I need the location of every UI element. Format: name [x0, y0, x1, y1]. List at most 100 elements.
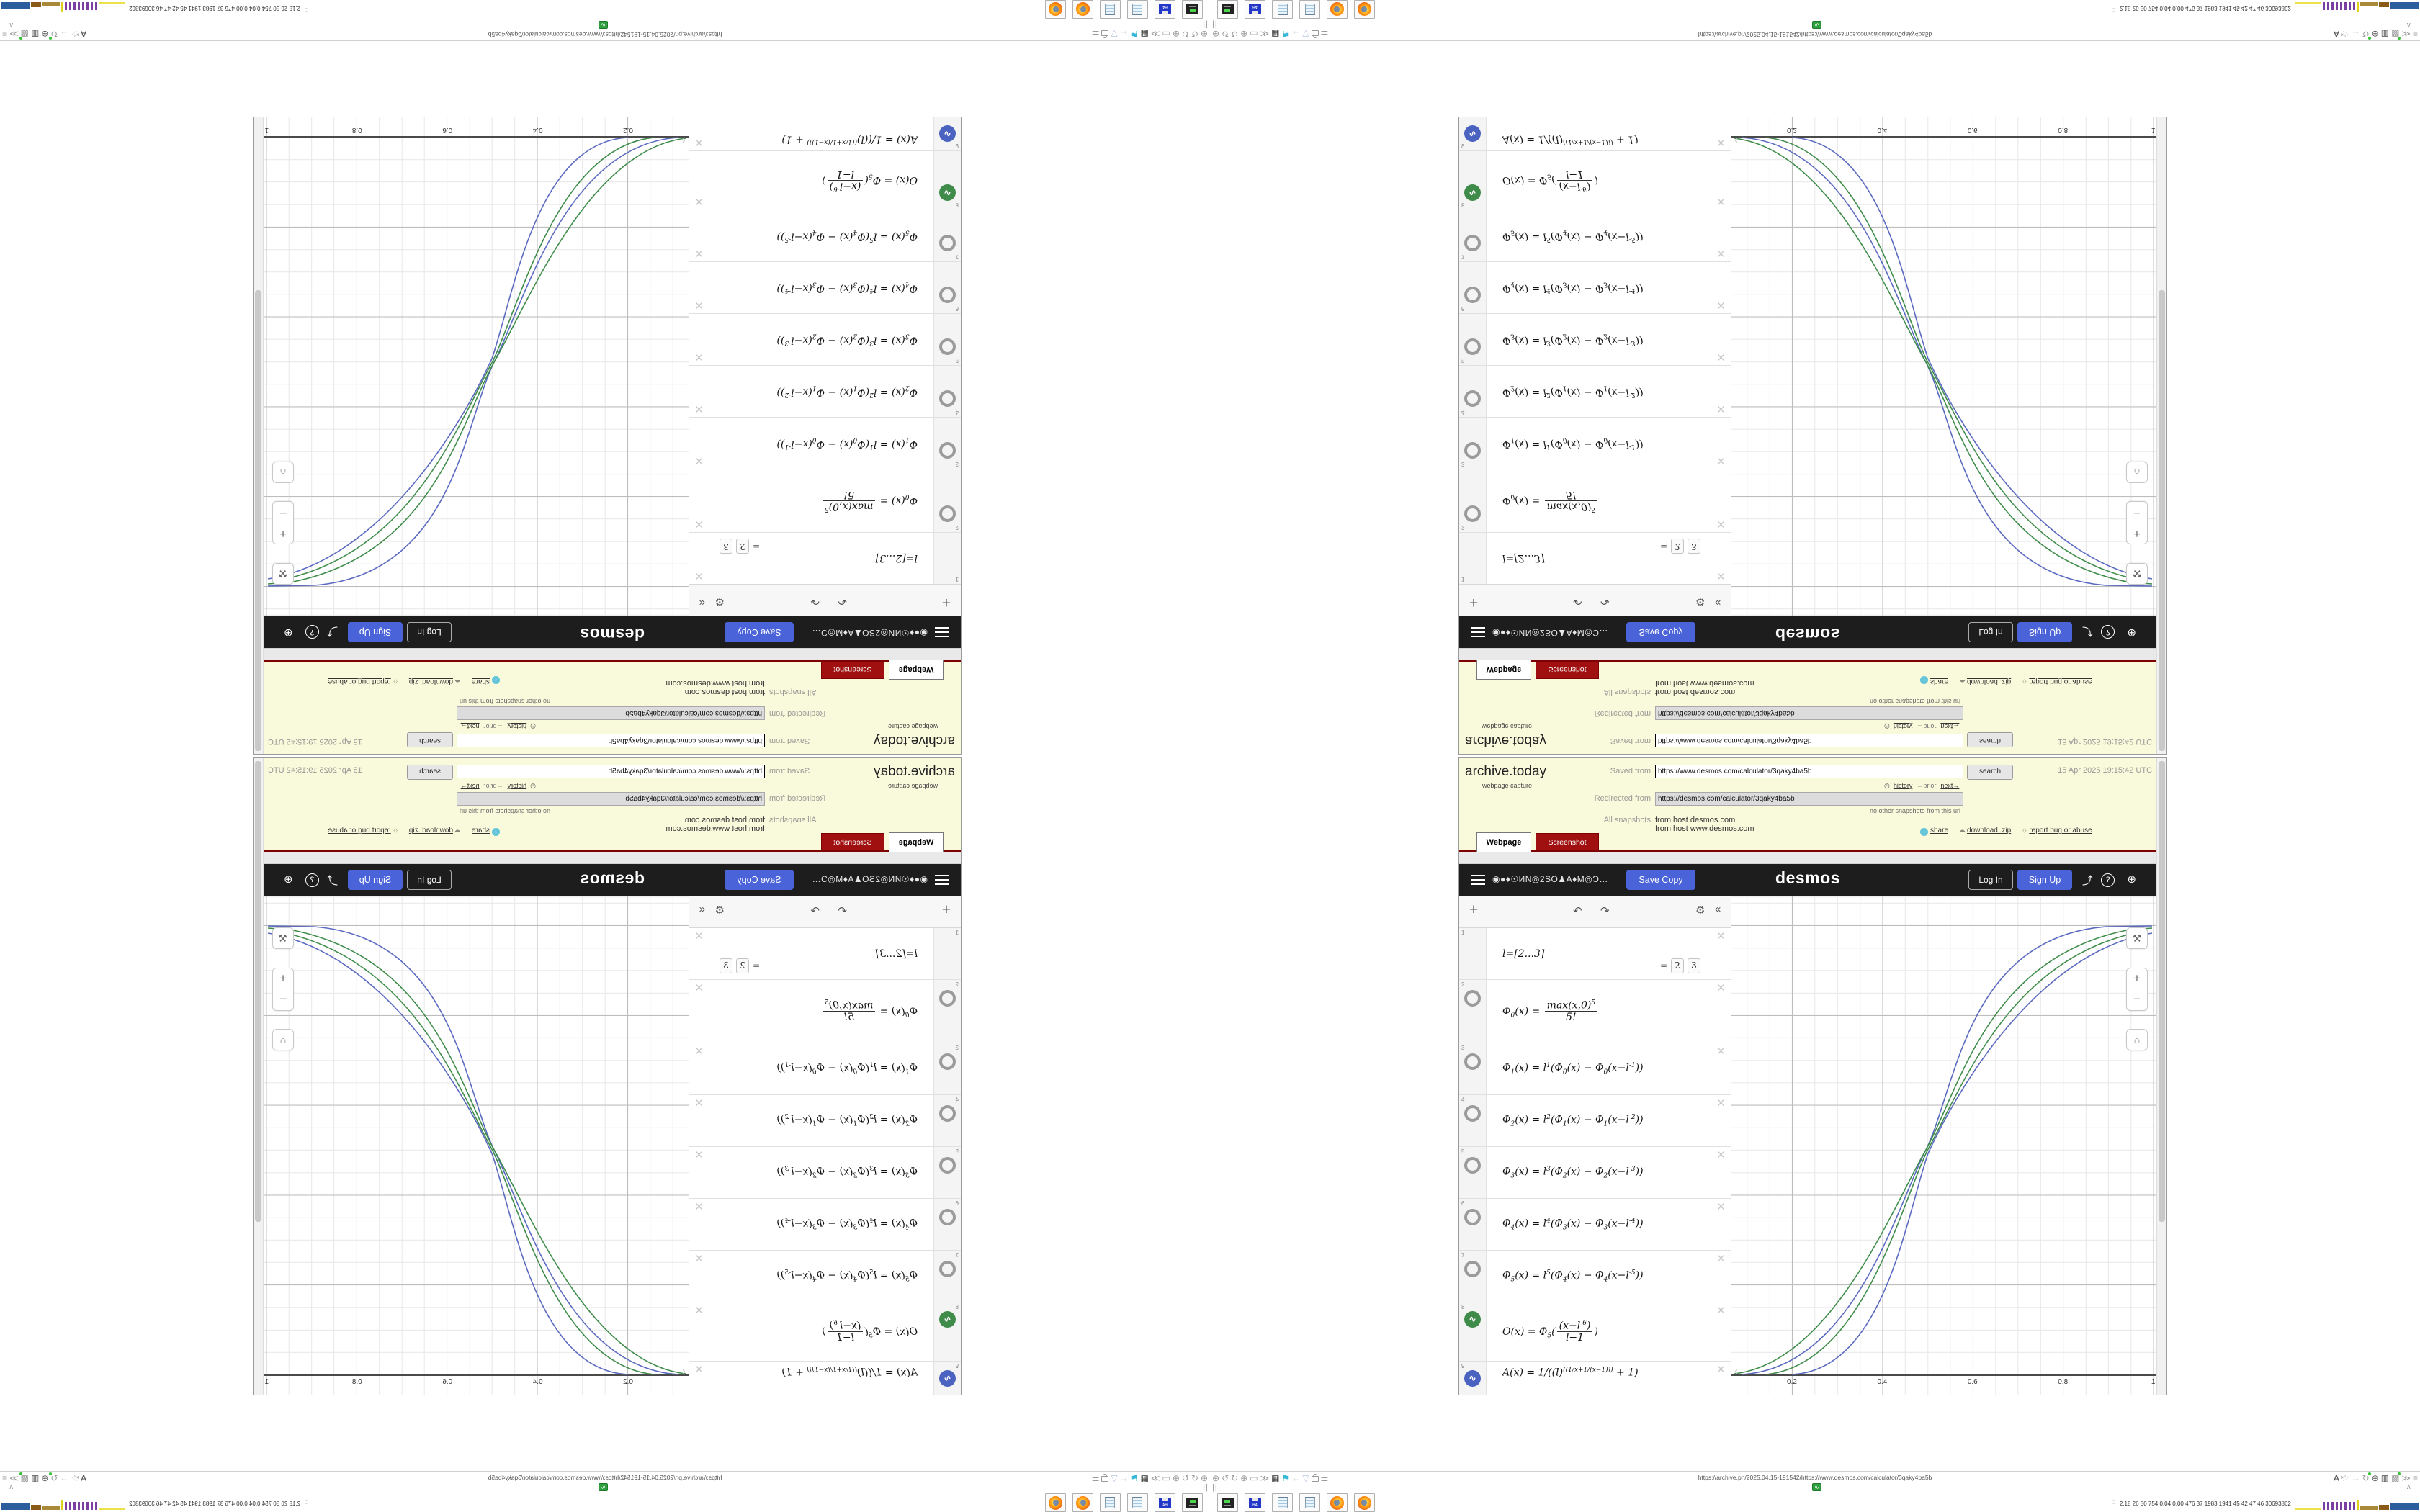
undo-icon[interactable]: ↶ [1573, 905, 1582, 917]
next-link[interactable]: next→ [1940, 723, 1960, 730]
row-gutter[interactable]: 5 [1459, 314, 1487, 365]
dock-firefox-button[interactable] [1327, 1493, 1348, 1512]
chevron-up-icon[interactable]: ∧ [9, 1483, 14, 1491]
dock-floppy-64-button[interactable]: 64 [1245, 0, 1265, 19]
rotate-left-icon[interactable]: ↺ [1191, 1472, 1198, 1483]
delete-row-icon[interactable]: × [695, 1251, 704, 1266]
language-globe-icon[interactable]: ⊕ [284, 626, 293, 639]
edit-list-gear-icon[interactable]: ⚙ [1695, 595, 1706, 608]
row-gutter[interactable]: 8 ∿ [933, 1302, 961, 1361]
hidden-plot-toggle-icon[interactable] [939, 505, 956, 522]
math-expression[interactable]: Φ0(x) = max(x,0)5 5! [1487, 999, 1599, 1023]
graph-pane[interactable]: 0.2 0.4 0.6 0.8 1 ⚒ + − ⌂ ‹ [264, 117, 689, 616]
circle-plus-icon[interactable]: ⊕ [1240, 1472, 1248, 1483]
row-gutter[interactable]: 6 [933, 1199, 961, 1250]
prior-label[interactable]: ←prior [1917, 782, 1937, 789]
archive-brand[interactable]: archive.today [1465, 733, 1547, 748]
expression-row[interactable]: 6 Φ4(x) = l4(Φ3(x) − Φ3(x−l-4)) × [1459, 261, 1731, 313]
expression-row[interactable]: 3 Φ1(x) = l1(Φ0(x) − Φ0(x−l-1)) × [1459, 417, 1731, 469]
history-link[interactable]: history [507, 782, 527, 789]
prior-label[interactable]: ←prior [1917, 723, 1937, 730]
math-expression[interactable]: A(x) = 1/((l)((1/x+1/(x−1))) + 1) [781, 1367, 918, 1379]
add-expression-button[interactable]: + [941, 594, 951, 611]
hamburger-menu-icon[interactable] [935, 627, 949, 637]
blue-curve-swatch-icon[interactable]: ∿ [1464, 1370, 1481, 1387]
hidden-plot-toggle-icon[interactable] [939, 390, 956, 407]
delete-row-icon[interactable]: × [1716, 1044, 1725, 1059]
expression-row[interactable]: 7 Φ5(x) = l5(Φ4(x) − Φ4(x−l-5)) × [1459, 1251, 1731, 1302]
row-gutter[interactable]: 5 [933, 314, 961, 365]
hidden-plot-toggle-icon[interactable] [939, 1209, 956, 1225]
dock-emulator-button[interactable] [1182, 0, 1203, 19]
help-icon[interactable]: ? [2101, 873, 2115, 887]
globe-icon[interactable]: ⊕ [41, 29, 49, 40]
expression-row[interactable]: 8 ∿ O(x) = Φ5((x−l-6) l−1) × [689, 1302, 961, 1362]
folder-icon[interactable]: ▭ [1250, 1472, 1258, 1483]
expression-row[interactable]: 7 Φ5(x) = l5(Φ4(x) − Φ4(x−l-5)) × [689, 1251, 961, 1302]
zoom-in-button[interactable]: + [272, 968, 294, 989]
math-expression[interactable]: l=[2...3] [875, 552, 918, 564]
saved-url-input[interactable] [1655, 734, 1963, 747]
delete-row-icon[interactable]: × [695, 929, 704, 944]
export-icon[interactable]: ⤴ [327, 625, 339, 637]
page-scrollbar[interactable] [2156, 117, 2166, 754]
double-chevron-right-icon[interactable]: ≫ [2401, 29, 2411, 40]
expression-row[interactable]: 6 Φ4(x) = l4(Φ3(x) − Φ3(x−l-4)) × [689, 1199, 961, 1251]
download-zip-link[interactable]: download .zip [1967, 827, 2012, 834]
dock-firefox-button[interactable] [1072, 0, 1093, 19]
help-icon[interactable]: ? [305, 625, 319, 639]
report-abuse-link[interactable]: report bug or abuse [2029, 678, 2092, 685]
row-gutter[interactable]: 4 [933, 1095, 961, 1146]
page-scrollbar[interactable] [254, 758, 264, 1395]
flag-icon[interactable]: ⚑ [1130, 1472, 1139, 1483]
math-expression[interactable]: Φ1(x) = l1(Φ0(x) − Φ0(x−l-1)) [1502, 436, 1644, 451]
delete-row-icon[interactable]: × [1716, 981, 1725, 996]
shield-icon[interactable]: ▽ [1111, 29, 1118, 40]
zoom-out-button[interactable]: − [2126, 501, 2148, 523]
expression-row[interactable]: 7 Φ5(x) = l5(Φ4(x) − Φ4(x−l-5)) × [689, 210, 961, 261]
redirected-url-input[interactable] [1655, 792, 1963, 806]
scrollbar-thumb[interactable] [255, 761, 261, 1222]
arrow-right-icon[interactable]: → [2351, 29, 2360, 40]
expression-row[interactable]: 5 Φ3(x) = l3(Φ2(x) − Φ2(x−l-3)) × [689, 1147, 961, 1199]
rotate-left-icon[interactable]: ↺ [1222, 29, 1229, 40]
green-app-icon[interactable]: ∿ [599, 1483, 608, 1491]
row-gutter[interactable]: 2 [933, 980, 961, 1043]
next-link[interactable]: next→ [1940, 782, 1960, 789]
reload-icon[interactable]: ↻ [2362, 1472, 2371, 1483]
expression-row[interactable]: 7 Φ5(x) = l5(Φ4(x) − Φ4(x−l-5)) × [1459, 210, 1731, 261]
double-chevron-right-icon[interactable]: ≫ [9, 29, 19, 40]
hidden-plot-toggle-icon[interactable] [1464, 990, 1481, 1007]
rotate-right-icon[interactable]: ↻ [1181, 29, 1189, 40]
delete-row-icon[interactable]: × [695, 568, 704, 583]
arrow-left-icon[interactable]: ← [1119, 29, 1129, 40]
delete-row-icon[interactable]: × [1716, 297, 1725, 312]
math-expression[interactable]: A(x) = 1/((l)((1/x+1/(x−1))) + 1) [1502, 1367, 1639, 1379]
delete-row-icon[interactable]: × [695, 194, 704, 209]
math-expression[interactable]: O(x) = Φ5((x−l-6) l−1) [822, 1319, 918, 1344]
graph-title[interactable]: ◉●♦☉ИN◎2SO♟A♦M◎Ɔ… [1492, 628, 1608, 638]
log-in-button[interactable]: Log In [407, 622, 452, 642]
expression-row[interactable]: 2 Φ0(x) = max(x,0)5 5! × [1459, 980, 1731, 1043]
language-globe-icon[interactable]: ⊕ [2127, 626, 2136, 639]
delete-row-icon[interactable]: × [1716, 349, 1725, 364]
math-expression[interactable]: Φ0(x) = max(x,0)5 5! [821, 488, 933, 513]
bookmark-star-icon[interactable]: ☆ [71, 29, 79, 40]
expression-row[interactable]: 9 ∿ A(x) = 1/((l)((1/x+1/(x−1))) + 1) × [689, 117, 961, 150]
collapse-panel-icon[interactable]: « [699, 903, 705, 915]
math-expression[interactable]: Φ2(x) = l2(Φ1(x) − Φ1(x−l-2)) [1502, 384, 1644, 399]
math-expression[interactable]: O(x) = Φ5((x−l-6) l−1) [1502, 168, 1598, 193]
circle-plus-icon[interactable]: ⊕ [1172, 1472, 1180, 1483]
delete-row-icon[interactable]: × [695, 516, 704, 531]
puzzle-extension-icon[interactable]: ▩ [19, 29, 29, 40]
expression-row[interactable]: 8 ∿ O(x) = Φ5((x−l-6) l−1) × [689, 150, 961, 210]
translate-icon[interactable]: A? [77, 29, 87, 40]
hidden-plot-toggle-icon[interactable] [1464, 338, 1481, 355]
expression-row[interactable]: 4 Φ2(x) = l2(Φ1(x) − Φ1(x−l-2)) × [689, 365, 961, 417]
math-expression[interactable]: Φ5(x) = l5(Φ4(x) − Φ4(x−l-5)) [776, 1269, 918, 1284]
delete-row-icon[interactable]: × [1716, 401, 1725, 416]
tab-screenshot[interactable]: Screenshot [821, 833, 884, 850]
delete-row-icon[interactable]: × [1716, 453, 1725, 468]
hidden-plot-toggle-icon[interactable] [939, 1157, 956, 1174]
